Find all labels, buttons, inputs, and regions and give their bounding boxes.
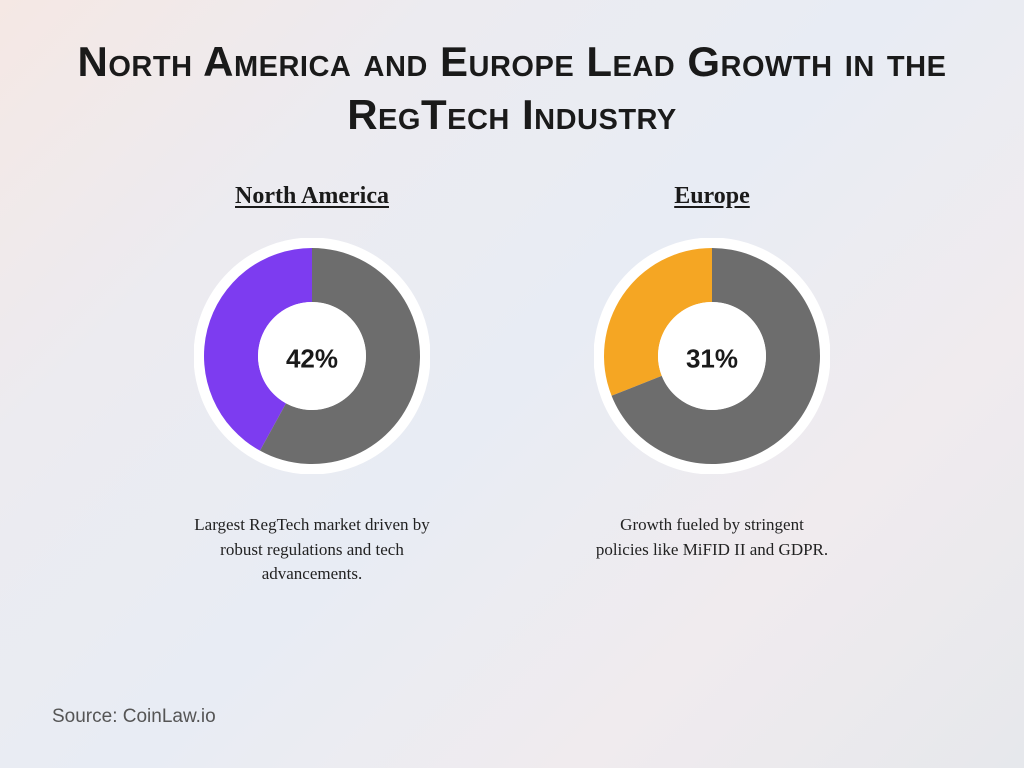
- region-label-na: North America: [235, 183, 389, 210]
- caption-na: Largest RegTech market driven by robust …: [192, 513, 432, 587]
- region-label-eu: Europe: [674, 183, 750, 210]
- donut-percentage-eu: 31%: [686, 343, 738, 374]
- source-attribution: Source: CoinLaw.io: [52, 706, 216, 728]
- donut-percentage-na: 42%: [286, 343, 338, 374]
- page-title: North America and Europe Lead Growth in …: [0, 0, 1024, 141]
- charts-row: North America 42% Largest RegTech market…: [0, 183, 1024, 587]
- caption-eu: Growth fueled by stringent policies like…: [592, 513, 832, 562]
- panel-north-america: North America 42% Largest RegTech market…: [177, 183, 447, 587]
- panel-europe: Europe 31% Growth fueled by stringent po…: [577, 183, 847, 587]
- donut-chart-eu: 31%: [594, 238, 830, 479]
- donut-chart-na: 42%: [194, 238, 430, 479]
